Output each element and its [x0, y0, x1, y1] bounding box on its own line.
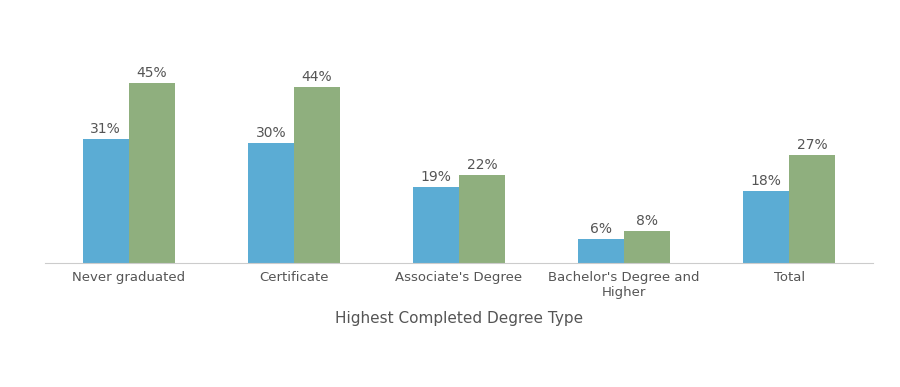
Text: 6%: 6%	[590, 222, 612, 236]
Text: 22%: 22%	[467, 158, 498, 172]
Text: 44%: 44%	[302, 70, 332, 84]
Bar	[129, 83, 176, 263]
Text: 27%: 27%	[796, 138, 828, 152]
Bar	[789, 155, 835, 263]
Bar	[294, 87, 340, 263]
Text: 19%: 19%	[420, 170, 451, 184]
Bar	[742, 191, 789, 263]
X-axis label: Highest Completed Degree Type: Highest Completed Degree Type	[335, 311, 583, 325]
Text: 31%: 31%	[90, 122, 122, 136]
Text: 45%: 45%	[137, 66, 167, 80]
Text: 18%: 18%	[751, 174, 781, 188]
Text: 30%: 30%	[256, 126, 286, 140]
Bar	[248, 143, 294, 263]
Bar	[459, 175, 505, 263]
Bar	[578, 239, 624, 263]
Bar	[83, 139, 129, 263]
Bar	[413, 187, 459, 263]
Bar	[624, 231, 670, 263]
Text: 8%: 8%	[636, 214, 658, 228]
